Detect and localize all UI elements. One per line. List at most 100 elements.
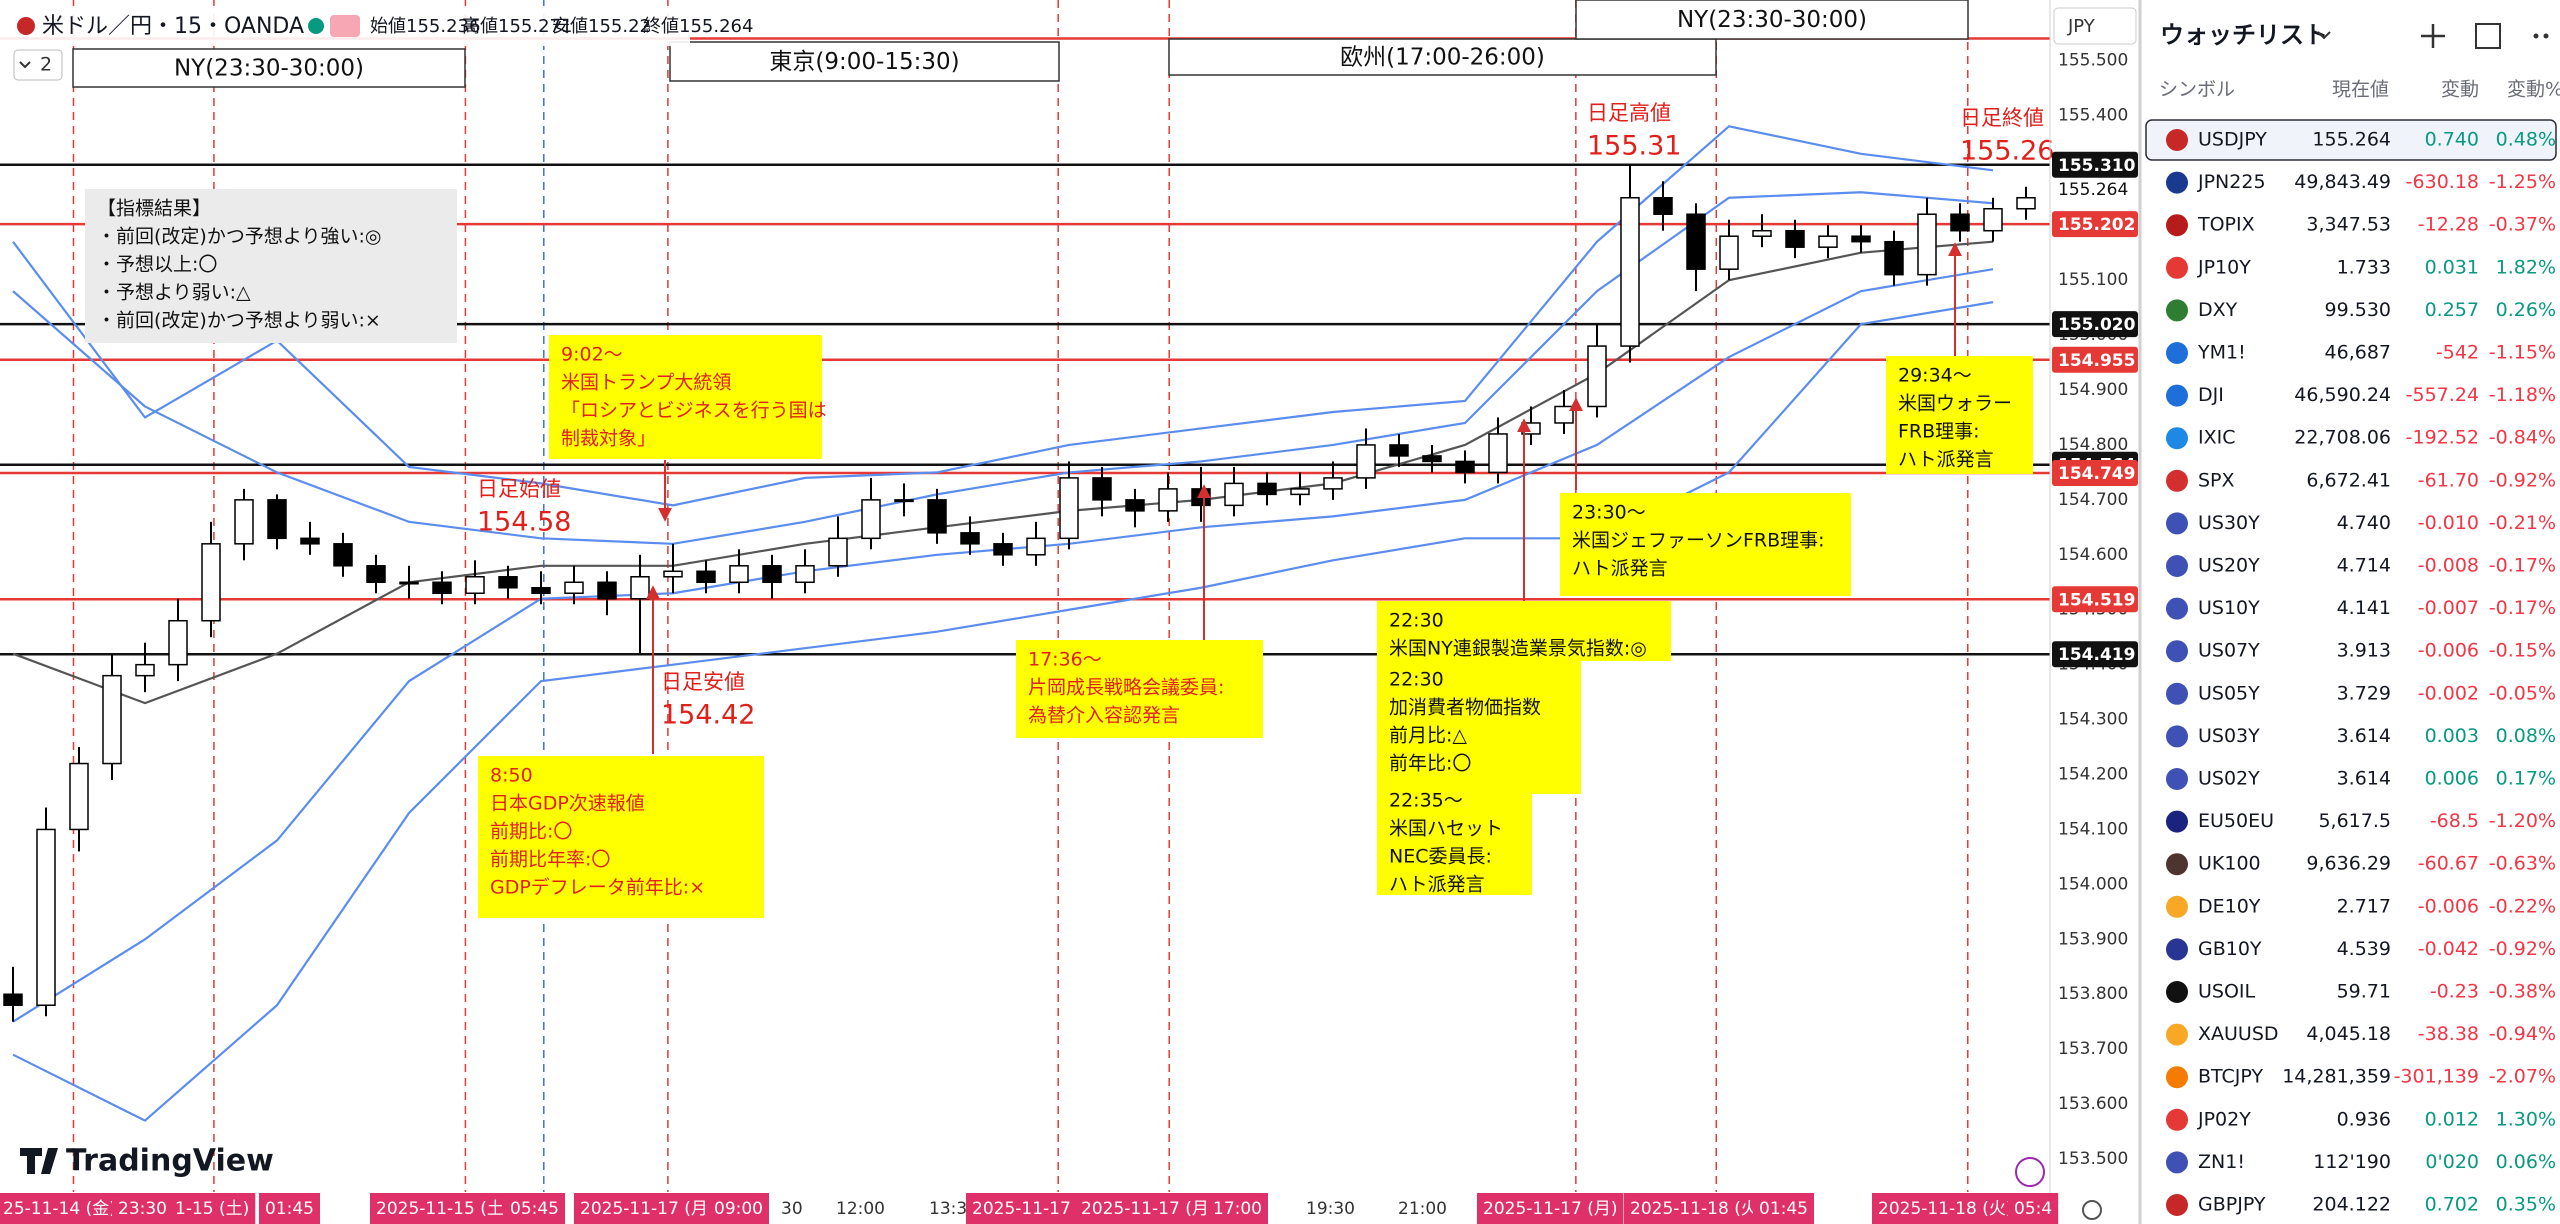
symbol[interactable]: US20Y	[2198, 555, 2260, 577]
symbol[interactable]: US30Y	[2198, 512, 2260, 534]
time-label: 2025-11-15 (土)	[376, 1199, 510, 1219]
plot-area	[0, 0, 2050, 1192]
ohlc-value: 155.22	[588, 16, 651, 37]
symbol[interactable]: GB10Y	[2198, 938, 2262, 960]
add-icon[interactable]	[2421, 24, 2445, 48]
ohlc-label: 高値	[462, 16, 498, 37]
symbol[interactable]: GBPJPY	[2198, 1194, 2266, 1216]
annotation-line: 加消費者物価指数	[1389, 697, 1541, 719]
symbol[interactable]: SPX	[2198, 469, 2235, 491]
price-tag-label: 155.202	[2058, 215, 2135, 235]
annotation-line: 米国NY連銀製造業景気指数:◎	[1389, 638, 1647, 660]
currency[interactable]: JPY	[2067, 16, 2096, 37]
ohlc-value: 155.271	[498, 16, 572, 37]
band-line	[12, 240, 1994, 705]
price-tag-label: 154.955	[2058, 351, 2135, 371]
symbol[interactable]: XAUUSD	[2198, 1023, 2279, 1045]
price-tag-label: 154.419	[2058, 645, 2135, 665]
symbol[interactable]: JP02Y	[2197, 1108, 2251, 1130]
symbol[interactable]: JP10Y	[2197, 256, 2251, 278]
price: 2.717	[2337, 895, 2391, 917]
price: 3.913	[2337, 640, 2391, 662]
symbol[interactable]: DXY	[2198, 299, 2238, 321]
annotation-line: GDPデフレータ前年比:×	[490, 877, 705, 899]
chevron[interactable]	[19, 61, 31, 69]
candle-body	[399, 581, 419, 585]
annotation-line: ハト派発言	[1389, 874, 1485, 896]
symbol[interactable]: USOIL	[2198, 981, 2256, 1003]
menu-icon[interactable]	[2543, 33, 2549, 39]
symbol-icon	[2166, 512, 2188, 535]
change-pct: -0.38%	[2489, 981, 2556, 1003]
toolbar-count[interactable]: 2	[40, 54, 52, 76]
change: -0.006	[2418, 895, 2479, 917]
change-pct: -0.21%	[2489, 512, 2556, 534]
annotation-line: 23:30～	[1572, 502, 1646, 524]
candle-body	[1323, 477, 1343, 490]
annotation-line: 22:35～	[1389, 790, 1463, 812]
y-tick-label: 154.100	[2058, 819, 2128, 839]
symbol[interactable]: DJI	[2198, 384, 2224, 406]
candle-body	[102, 674, 122, 765]
menu-icon[interactable]	[2533, 33, 2539, 39]
y-tick-label: 153.500	[2058, 1149, 2128, 1169]
settings-icon[interactable]	[2082, 1200, 2102, 1220]
toolbar-toggle[interactable]	[13, 49, 63, 81]
price-tag	[2052, 211, 2138, 238]
symbol[interactable]: US07Y	[2198, 640, 2260, 662]
symbol-icon	[2166, 1066, 2188, 1089]
annotation-line: FRB理事:	[1898, 421, 1980, 443]
selected-row[interactable]	[2145, 119, 2557, 161]
change-pct: 0.26%	[2496, 299, 2556, 321]
annotation-line: 米国ハセット	[1389, 818, 1503, 840]
column-header: 変動%	[2507, 79, 2560, 101]
price: 4.141	[2337, 597, 2391, 619]
price: 155.264	[2312, 129, 2391, 151]
time-label: 2025-11-17 (月)	[1483, 1199, 1617, 1219]
annotation-line: 155.26	[1960, 136, 2054, 167]
session-box	[1168, 38, 1717, 76]
symbol[interactable]: TOPIX	[2197, 214, 2255, 236]
indicator-box	[85, 189, 457, 343]
symbol[interactable]: JPN225	[2197, 171, 2266, 193]
column-header: 変動	[2441, 79, 2479, 101]
symbol[interactable]: USDJPY	[2198, 129, 2267, 151]
symbol[interactable]: US02Y	[2198, 768, 2260, 790]
symbol-icon	[2166, 1108, 2188, 1131]
symbol-icon	[2166, 1023, 2188, 1046]
symbol[interactable]: ZN1!	[2198, 1151, 2245, 1173]
symbol[interactable]: UK100	[2198, 853, 2261, 875]
symbol[interactable]: IXIC	[2198, 427, 2236, 449]
annotation-line: 154.58	[477, 507, 571, 538]
indicator-line: ・前回(改定)かつ予想より弱い:×	[97, 310, 381, 332]
symbol[interactable]: US10Y	[2198, 597, 2260, 619]
candle-body	[1356, 444, 1376, 479]
symbol[interactable]: BTCJPY	[2198, 1066, 2263, 1088]
layout-icon[interactable]	[2475, 23, 2501, 49]
y-tick-label: 155.100	[2058, 270, 2128, 290]
time-label: 05:45	[510, 1199, 559, 1219]
dropdown-icon[interactable]	[2317, 31, 2331, 40]
symbol[interactable]: EU50EU	[2198, 810, 2274, 832]
candle-body	[1125, 499, 1145, 512]
price-tag-label: 155.310	[2058, 156, 2136, 176]
symbol-icon	[2166, 342, 2188, 364]
symbol[interactable]: YM1!	[2197, 342, 2246, 364]
change-pct: -2.07%	[2489, 1066, 2556, 1088]
annotation-line: ハト派発言	[1898, 449, 1994, 471]
symbol[interactable]: US03Y	[2198, 725, 2260, 747]
watchlist-title[interactable]: ウォッチリスト	[2160, 21, 2328, 49]
change: -630.18	[2406, 171, 2479, 193]
annotation-line: 米国トランプ大統領	[561, 372, 731, 394]
symbol-icon	[2166, 640, 2188, 663]
currency-button[interactable]	[2053, 7, 2137, 45]
status-dot	[308, 18, 324, 34]
symbol-icon	[17, 17, 35, 35]
price: 4.714	[2337, 555, 2391, 577]
change: 0.031	[2425, 256, 2479, 278]
lightning-icon[interactable]	[2015, 1157, 2045, 1187]
change-pct: -1.15%	[2489, 342, 2556, 364]
symbol[interactable]: US05Y	[2198, 682, 2260, 704]
symbol[interactable]: DE10Y	[2198, 895, 2261, 917]
price: 1.733	[2337, 256, 2391, 278]
